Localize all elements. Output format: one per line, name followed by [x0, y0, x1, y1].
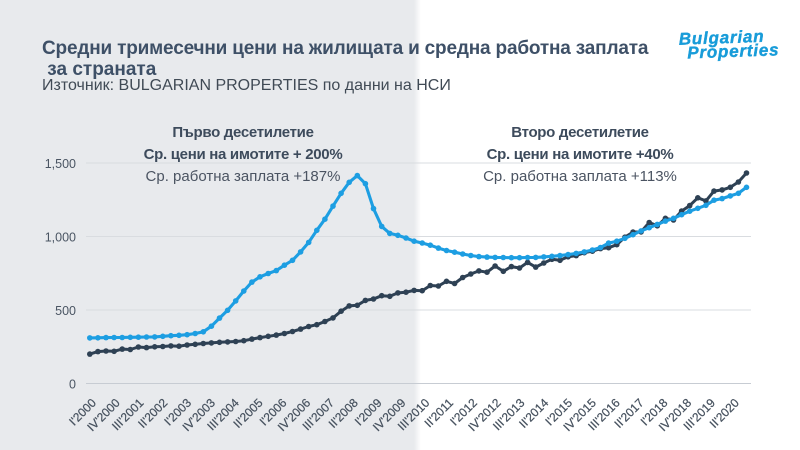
- svg-text:1,500: 1,500: [45, 157, 76, 171]
- svg-text:0: 0: [69, 377, 76, 391]
- svg-text:1,000: 1,000: [45, 230, 76, 244]
- svg-text:500: 500: [55, 304, 76, 318]
